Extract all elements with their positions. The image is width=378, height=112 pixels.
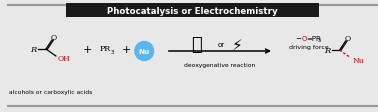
Text: Nu: Nu bbox=[139, 49, 150, 55]
Text: Nu: Nu bbox=[352, 56, 364, 64]
Text: OH: OH bbox=[58, 55, 71, 62]
Text: driving force: driving force bbox=[290, 44, 329, 49]
Text: alcohols or carboxylic acids: alcohols or carboxylic acids bbox=[9, 90, 93, 95]
Text: 3: 3 bbox=[318, 38, 321, 43]
FancyBboxPatch shape bbox=[66, 4, 319, 18]
Text: ⚡: ⚡ bbox=[232, 37, 243, 52]
Circle shape bbox=[135, 42, 153, 61]
Text: PR: PR bbox=[99, 45, 111, 53]
Text: or: or bbox=[217, 42, 225, 48]
Text: O: O bbox=[51, 34, 57, 42]
Text: 💡: 💡 bbox=[191, 36, 202, 54]
Text: +: + bbox=[122, 45, 131, 55]
Text: R: R bbox=[324, 47, 330, 55]
Text: deoxygenative reaction: deoxygenative reaction bbox=[184, 62, 256, 67]
Text: Photocatalysis or Electrochemistry: Photocatalysis or Electrochemistry bbox=[107, 6, 278, 15]
Text: =PR: =PR bbox=[306, 36, 321, 42]
Text: 3: 3 bbox=[111, 50, 115, 55]
Text: O: O bbox=[301, 36, 307, 42]
Text: O: O bbox=[344, 35, 351, 43]
Text: +: + bbox=[83, 45, 92, 55]
Text: R: R bbox=[30, 46, 36, 54]
Text: −: − bbox=[296, 36, 305, 42]
